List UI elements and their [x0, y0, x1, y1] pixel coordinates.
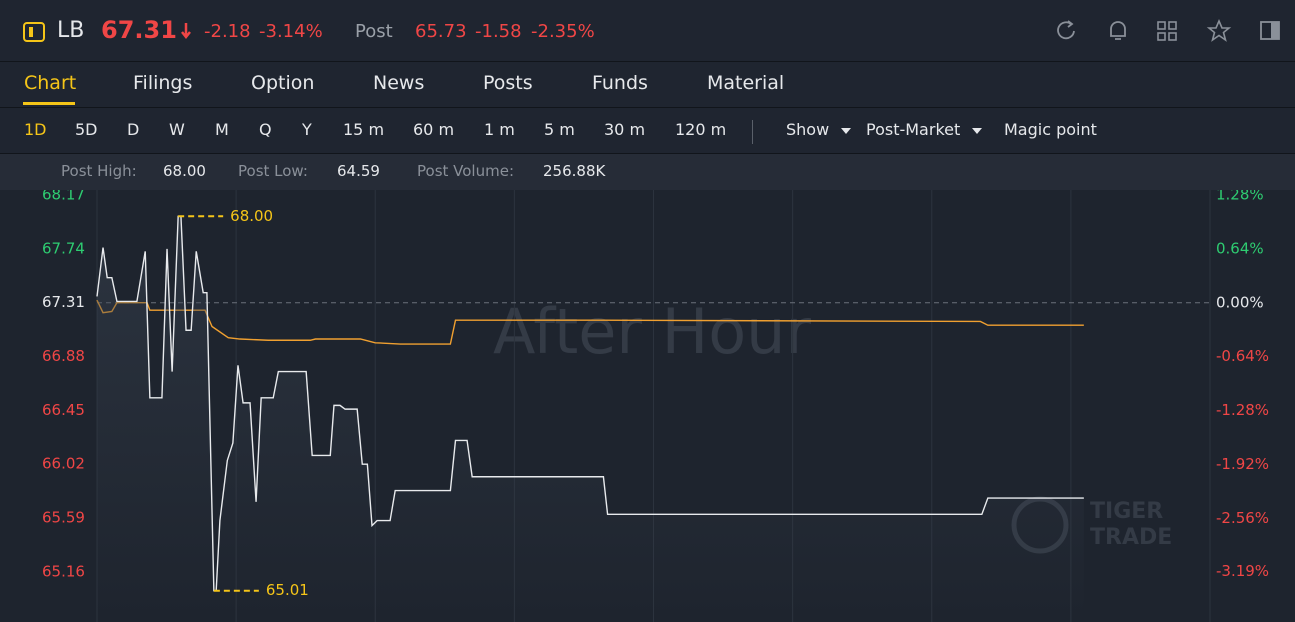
y2-tick-label: -1.28%: [1216, 401, 1269, 419]
change-pct: -3.14%: [259, 21, 323, 42]
star-icon[interactable]: [1206, 18, 1232, 42]
price: 67.31: [101, 16, 177, 44]
grid-icon[interactable]: [1157, 21, 1177, 41]
tab-underline: [23, 102, 75, 105]
period[interactable]: M: [215, 120, 229, 139]
session-dropdown[interactable]: Post-Market: [866, 120, 961, 139]
bell-icon[interactable]: [1110, 21, 1126, 40]
post-change-pct: -2.35%: [531, 21, 595, 42]
y2-tick-label: -0.64%: [1216, 347, 1269, 365]
symbol: LB: [57, 18, 85, 43]
stats-bar: Post High: 68.00 Post Low: 64.59 Post Vo…: [0, 154, 1295, 190]
stat-label: Post High:: [61, 162, 137, 180]
dropdown-arrow: [841, 128, 851, 134]
logo-text: TRADE: [1090, 525, 1172, 550]
y2-tick-label: 0.64%: [1216, 239, 1264, 257]
tab[interactable]: News: [373, 72, 425, 94]
annotation-label: 68.00: [230, 207, 273, 225]
y-tick-label: 67.31: [42, 293, 85, 311]
period[interactable]: 5 m: [544, 120, 575, 139]
period[interactable]: 120 m: [675, 120, 727, 139]
y-tick-label: 66.88: [42, 347, 85, 365]
refresh-icon[interactable]: [1057, 20, 1075, 40]
stat-value: 256.88K: [543, 162, 606, 180]
tab[interactable]: Filings: [133, 72, 193, 94]
down-arrow: [181, 23, 191, 40]
y-tick-label: 65.16: [42, 562, 85, 580]
tab[interactable]: Posts: [483, 72, 533, 94]
logo-text: TIGER: [1090, 499, 1163, 524]
period[interactable]: 30 m: [604, 120, 646, 139]
y-tick-label: 66.45: [42, 401, 85, 419]
tab[interactable]: Material: [707, 72, 785, 94]
stat-value: 68.00: [163, 162, 206, 180]
y-tick-label: 65.59: [42, 509, 85, 527]
period[interactable]: W: [169, 120, 185, 139]
divider: [752, 120, 753, 144]
header: LB 67.31 -2.18 -3.14% Post 65.73 -1.58 -…: [0, 0, 1295, 62]
y2-tick-label: -3.19%: [1216, 562, 1269, 580]
period[interactable]: Y: [302, 120, 312, 139]
period-bar: 1D 5D D W M Q Y 15 m 60 m 1 m 5 m 30 m 1…: [0, 108, 1295, 154]
period[interactable]: 1D: [24, 120, 47, 139]
period[interactable]: 60 m: [413, 120, 455, 139]
annotation-label: 65.01: [266, 581, 309, 599]
y2-tick-label: -2.56%: [1216, 509, 1269, 527]
period[interactable]: Q: [259, 120, 272, 139]
symbol-icon: [23, 22, 45, 42]
y2-tick-label: 1.28%: [1216, 190, 1264, 204]
tab[interactable]: Chart: [24, 72, 77, 94]
line: [96, 215, 1084, 592]
stat-value: 64.59: [337, 162, 380, 180]
tab-bar: Chart Filings Option News Posts Funds Ma…: [0, 62, 1295, 108]
stat-label: Post Volume:: [417, 162, 514, 180]
post-price: 65.73: [415, 21, 467, 42]
period[interactable]: D: [127, 120, 140, 139]
period[interactable]: 1 m: [484, 120, 515, 139]
y2-tick-label: -1.92%: [1216, 455, 1269, 473]
change: -2.18: [204, 21, 251, 42]
tab[interactable]: Option: [251, 72, 315, 94]
panel-icon[interactable]: [1260, 21, 1280, 40]
y-tick-label: 67.74: [42, 239, 85, 257]
show-dropdown[interactable]: Show: [786, 120, 830, 139]
magic-point[interactable]: Magic point: [1004, 120, 1097, 139]
post-change: -1.58: [475, 21, 522, 42]
tab[interactable]: Funds: [592, 72, 648, 94]
y-tick-label: 66.02: [42, 455, 85, 473]
period[interactable]: 15 m: [343, 120, 385, 139]
post-label: Post: [355, 21, 393, 42]
toolbar-icons: [1057, 18, 1280, 42]
y-tick-label: 68.17: [42, 190, 85, 204]
dropdown-arrow: [972, 128, 982, 134]
stat-label: Post Low:: [238, 162, 308, 180]
area: [97, 216, 1084, 622]
watermark: After Hour: [493, 295, 811, 368]
y2-tick-label: 0.00%: [1216, 293, 1264, 311]
period[interactable]: 5D: [75, 120, 98, 139]
